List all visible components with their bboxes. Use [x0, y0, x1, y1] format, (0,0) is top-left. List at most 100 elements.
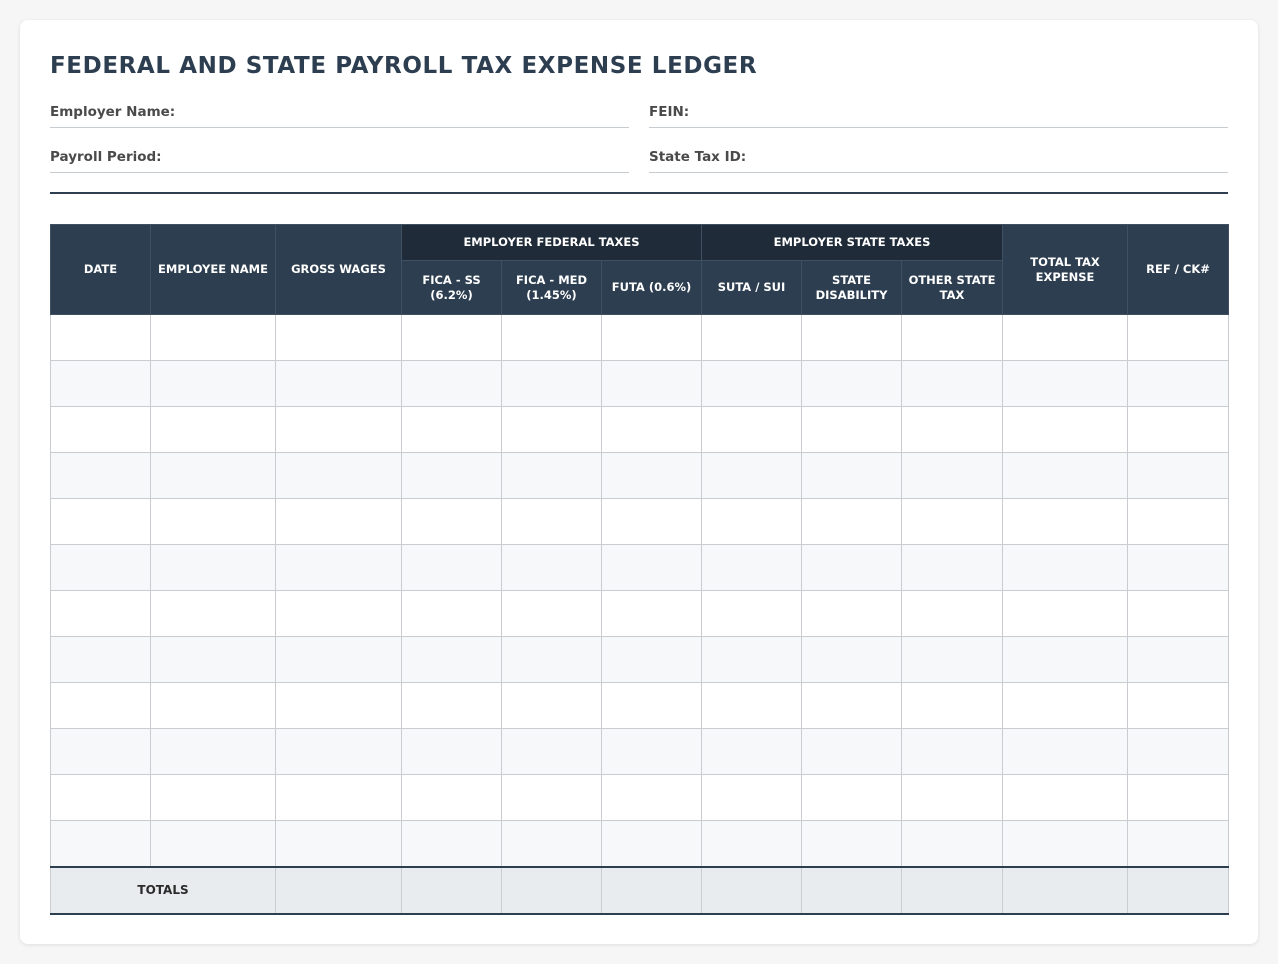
ledger-cell[interactable]: [501, 636, 602, 683]
ledger-cell[interactable]: [275, 452, 402, 499]
totals-cell[interactable]: [901, 865, 1004, 915]
ledger-cell[interactable]: [50, 682, 151, 729]
ledger-cell[interactable]: [401, 590, 502, 637]
ledger-cell[interactable]: [801, 682, 903, 729]
ledger-cell[interactable]: [50, 774, 151, 821]
ledger-cell[interactable]: [150, 682, 276, 729]
ledger-cell[interactable]: [150, 728, 276, 775]
ledger-cell[interactable]: [1002, 498, 1129, 545]
ledger-cell[interactable]: [275, 314, 402, 361]
ledger-cell[interactable]: [600, 590, 703, 637]
ledger-cell[interactable]: [501, 452, 602, 499]
ledger-cell[interactable]: [701, 452, 803, 499]
ledger-cell[interactable]: [501, 314, 602, 361]
totals-cell[interactable]: [275, 865, 402, 915]
ledger-cell[interactable]: [801, 590, 903, 637]
ledger-cell[interactable]: [701, 636, 803, 683]
ledger-cell[interactable]: [901, 314, 1004, 361]
ledger-cell[interactable]: [1002, 728, 1129, 775]
ledger-cell[interactable]: [50, 820, 151, 867]
ledger-cell[interactable]: [401, 636, 502, 683]
ledger-cell[interactable]: [600, 314, 703, 361]
ledger-cell[interactable]: [1127, 498, 1230, 545]
ledger-cell[interactable]: [701, 360, 803, 407]
ledger-cell[interactable]: [600, 360, 703, 407]
ledger-cell[interactable]: [501, 682, 602, 729]
ledger-cell[interactable]: [150, 314, 276, 361]
ledger-cell[interactable]: [275, 774, 402, 821]
payroll-period-field[interactable]: Payroll Period:: [50, 149, 629, 173]
totals-cell[interactable]: [401, 865, 502, 915]
ledger-cell[interactable]: [901, 360, 1004, 407]
totals-cell[interactable]: [600, 865, 703, 915]
ledger-cell[interactable]: [1002, 544, 1129, 591]
ledger-cell[interactable]: [701, 544, 803, 591]
employer-name-field[interactable]: Employer Name:: [50, 104, 629, 128]
ledger-cell[interactable]: [901, 774, 1004, 821]
ledger-cell[interactable]: [401, 360, 502, 407]
ledger-cell[interactable]: [701, 590, 803, 637]
totals-cell[interactable]: [501, 865, 602, 915]
ledger-cell[interactable]: [150, 820, 276, 867]
ledger-cell[interactable]: [401, 406, 502, 453]
ledger-cell[interactable]: [50, 544, 151, 591]
ledger-cell[interactable]: [501, 820, 602, 867]
ledger-cell[interactable]: [501, 498, 602, 545]
ledger-cell[interactable]: [1127, 774, 1230, 821]
ledger-cell[interactable]: [1002, 314, 1129, 361]
ledger-cell[interactable]: [1127, 452, 1230, 499]
ledger-cell[interactable]: [150, 590, 276, 637]
state-tax-id-field[interactable]: State Tax ID:: [649, 149, 1228, 173]
ledger-cell[interactable]: [600, 406, 703, 453]
ledger-cell[interactable]: [1127, 406, 1230, 453]
ledger-cell[interactable]: [501, 360, 602, 407]
totals-cell[interactable]: [1127, 865, 1230, 915]
ledger-cell[interactable]: [50, 590, 151, 637]
ledger-cell[interactable]: [150, 406, 276, 453]
ledger-cell[interactable]: [600, 774, 703, 821]
ledger-cell[interactable]: [600, 498, 703, 545]
ledger-cell[interactable]: [801, 452, 903, 499]
ledger-cell[interactable]: [150, 774, 276, 821]
ledger-cell[interactable]: [701, 314, 803, 361]
ledger-cell[interactable]: [600, 682, 703, 729]
ledger-cell[interactable]: [901, 636, 1004, 683]
ledger-cell[interactable]: [901, 682, 1004, 729]
ledger-cell[interactable]: [275, 360, 402, 407]
ledger-cell[interactable]: [150, 360, 276, 407]
ledger-cell[interactable]: [501, 774, 602, 821]
ledger-cell[interactable]: [401, 682, 502, 729]
ledger-cell[interactable]: [801, 360, 903, 407]
ledger-cell[interactable]: [50, 314, 151, 361]
ledger-cell[interactable]: [50, 498, 151, 545]
ledger-cell[interactable]: [801, 636, 903, 683]
ledger-cell[interactable]: [801, 314, 903, 361]
ledger-cell[interactable]: [401, 544, 502, 591]
ledger-cell[interactable]: [701, 728, 803, 775]
ledger-cell[interactable]: [801, 820, 903, 867]
ledger-cell[interactable]: [501, 590, 602, 637]
ledger-cell[interactable]: [275, 544, 402, 591]
ledger-cell[interactable]: [50, 360, 151, 407]
ledger-cell[interactable]: [1127, 314, 1230, 361]
ledger-cell[interactable]: [801, 728, 903, 775]
ledger-cell[interactable]: [901, 406, 1004, 453]
ledger-cell[interactable]: [1127, 636, 1230, 683]
ledger-cell[interactable]: [1002, 452, 1129, 499]
ledger-cell[interactable]: [275, 406, 402, 453]
ledger-cell[interactable]: [50, 452, 151, 499]
ledger-cell[interactable]: [701, 774, 803, 821]
ledger-cell[interactable]: [600, 452, 703, 499]
ledger-cell[interactable]: [901, 544, 1004, 591]
ledger-cell[interactable]: [701, 682, 803, 729]
ledger-cell[interactable]: [801, 406, 903, 453]
ledger-cell[interactable]: [901, 452, 1004, 499]
totals-cell[interactable]: [801, 865, 903, 915]
ledger-cell[interactable]: [1002, 774, 1129, 821]
ledger-cell[interactable]: [401, 728, 502, 775]
ledger-cell[interactable]: [150, 452, 276, 499]
ledger-cell[interactable]: [600, 636, 703, 683]
ledger-cell[interactable]: [275, 498, 402, 545]
ledger-cell[interactable]: [901, 498, 1004, 545]
ledger-cell[interactable]: [50, 406, 151, 453]
